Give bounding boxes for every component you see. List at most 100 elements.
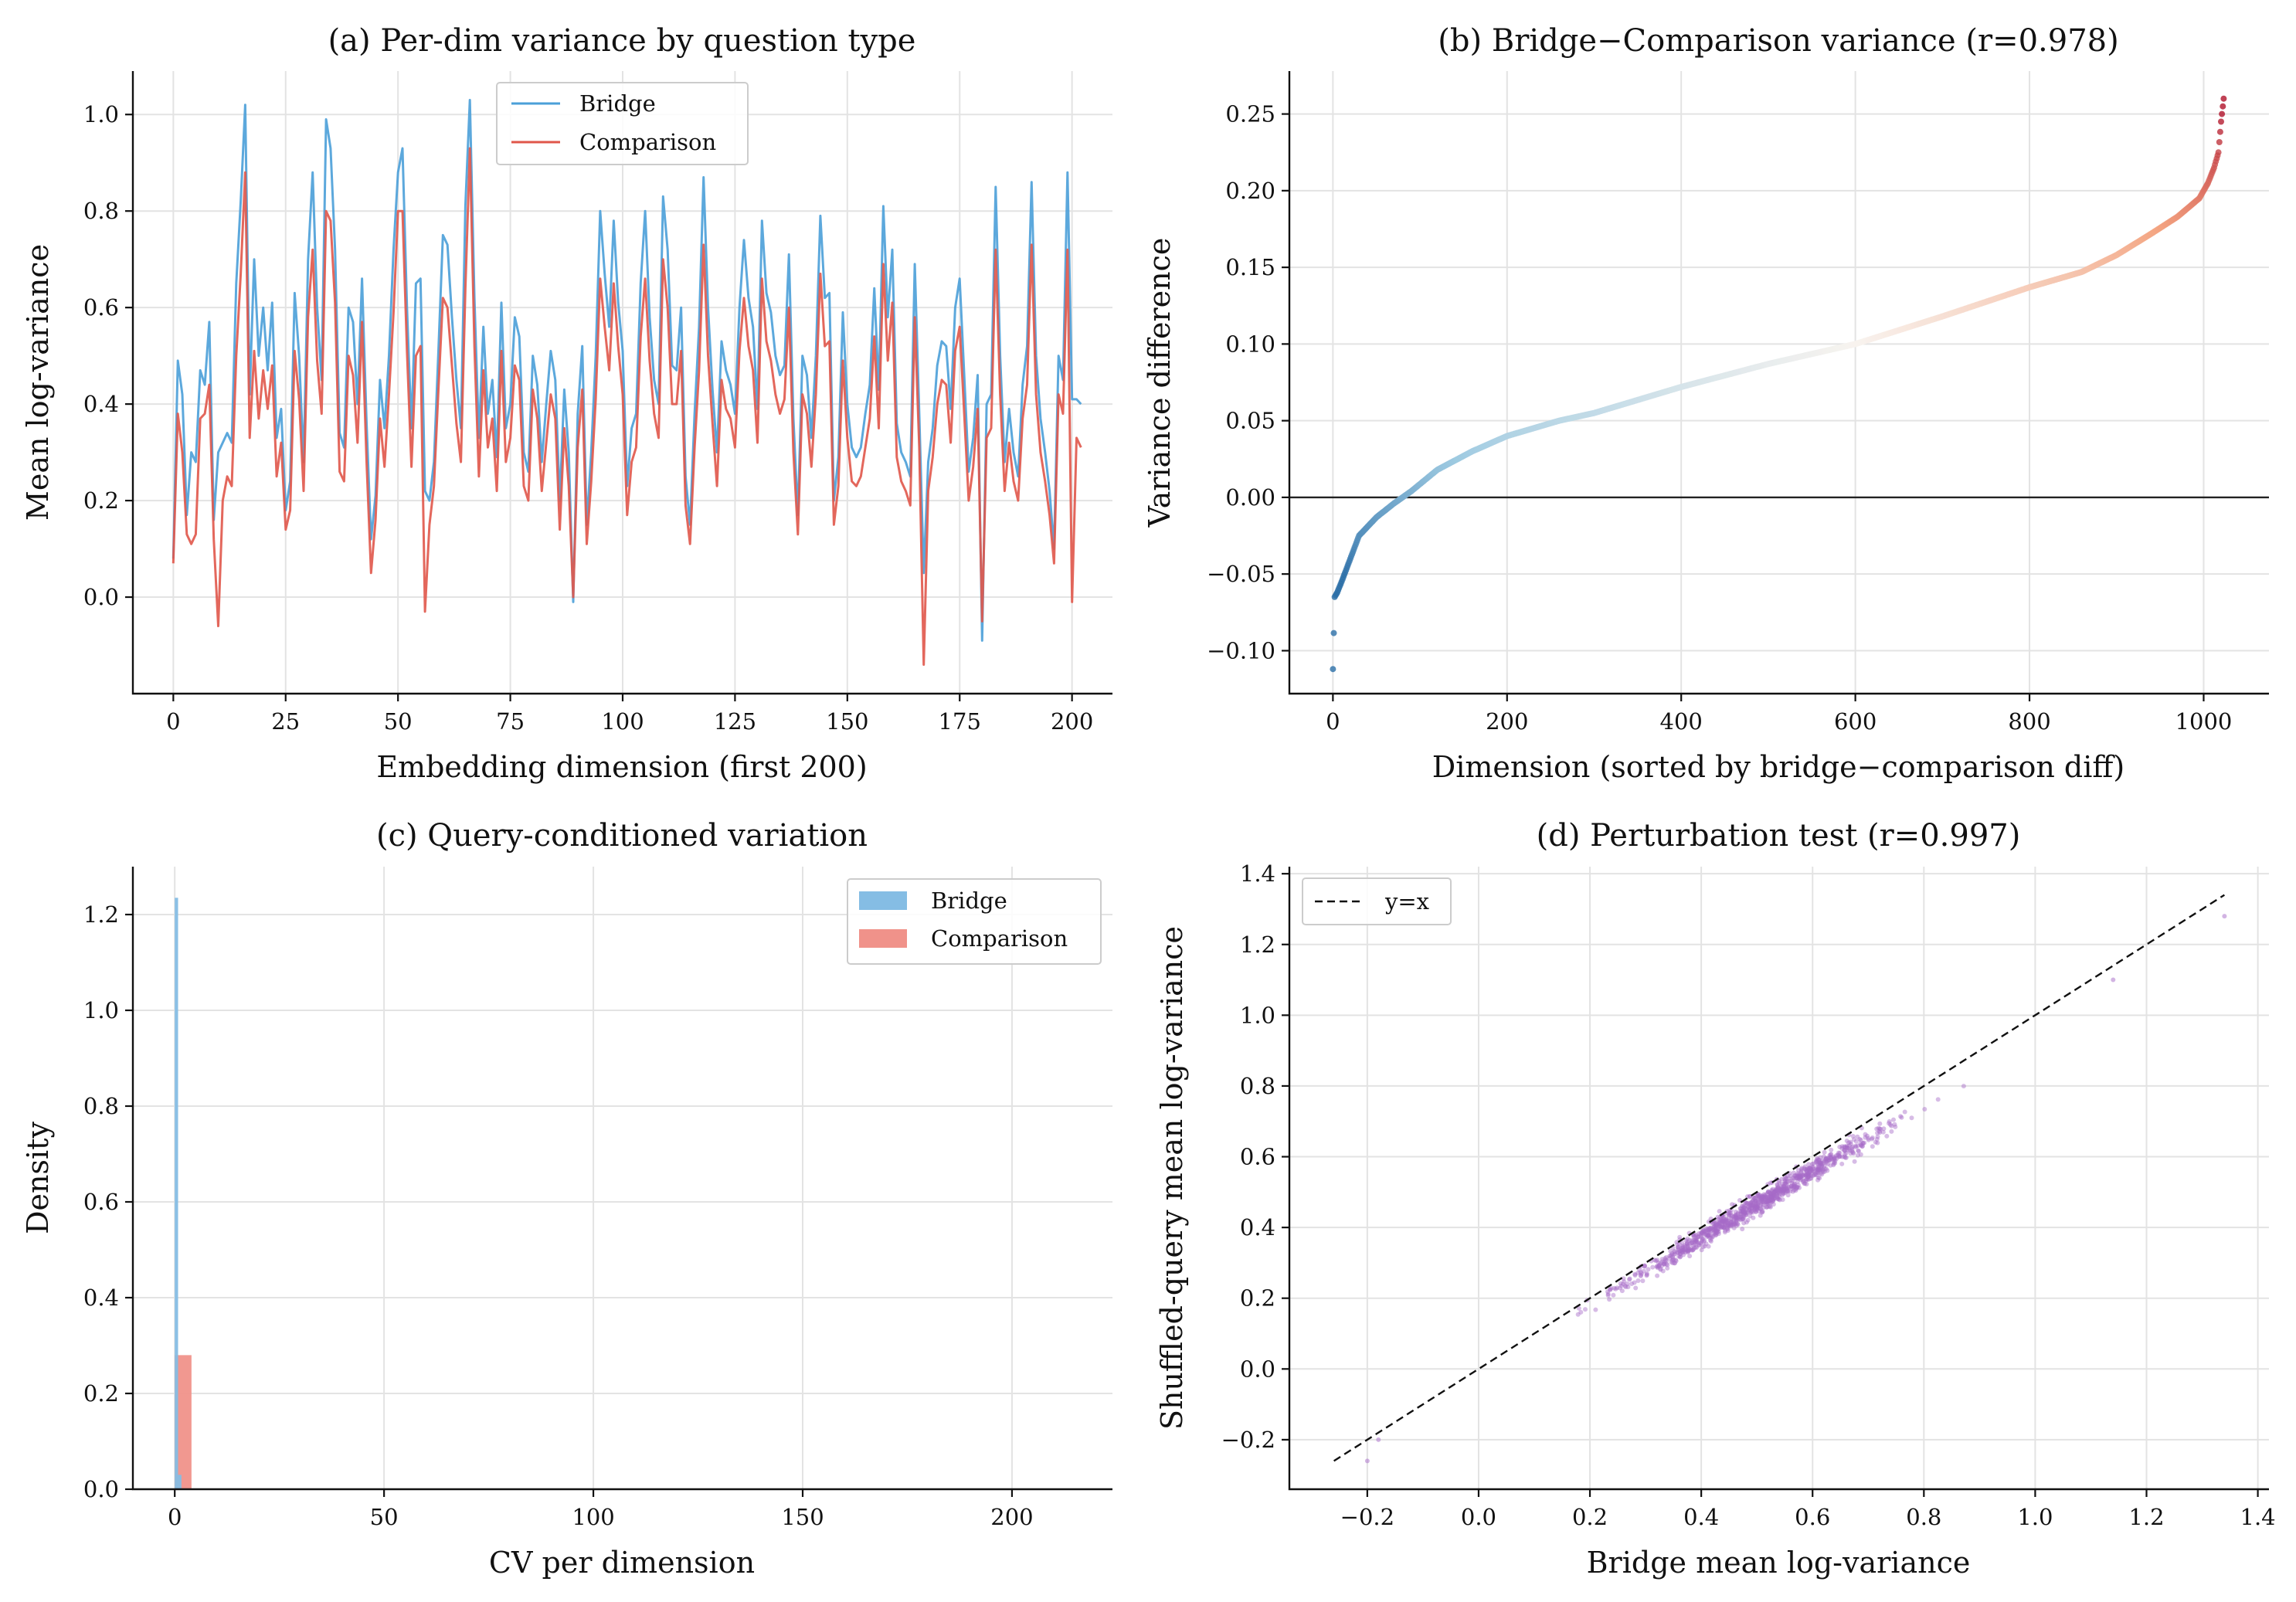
panel-d-point xyxy=(1740,1207,1745,1212)
panel-d-point xyxy=(1721,1217,1727,1222)
panel-c-bar-bridge-0 xyxy=(175,898,178,1489)
panel-d-point xyxy=(1741,1203,1747,1209)
panel-d-point xyxy=(1849,1149,1855,1154)
panel-d-point xyxy=(1887,1118,1892,1124)
panel-d-point xyxy=(1776,1190,1781,1196)
panel-d-point xyxy=(1786,1184,1792,1190)
panel-d-point xyxy=(1700,1236,1706,1241)
panel-d-point xyxy=(1788,1184,1794,1190)
panel-d-point xyxy=(1714,1230,1720,1236)
panel-d-point xyxy=(1795,1176,1801,1181)
panel-d-point xyxy=(1832,1156,1837,1162)
panel-d-point xyxy=(1858,1138,1863,1142)
panel-d-point xyxy=(1667,1254,1673,1259)
panel-d-point xyxy=(1858,1141,1863,1146)
panel-b-point xyxy=(2220,95,2227,102)
panel-d-point xyxy=(1795,1173,1801,1179)
panel-d-point xyxy=(1713,1221,1718,1226)
panel-d-point xyxy=(1806,1171,1811,1176)
panel-d-point xyxy=(1759,1198,1764,1203)
c-ytick-3: 0.6 xyxy=(83,1189,119,1215)
panel-d-point xyxy=(1830,1157,1836,1162)
a-xtick-7: 175 xyxy=(939,708,981,735)
panel-d-point xyxy=(1756,1194,1761,1199)
panel-d-point xyxy=(1775,1190,1781,1196)
panel-d-point xyxy=(1669,1259,1674,1264)
panel-d-point xyxy=(1724,1226,1730,1231)
panel-d-point xyxy=(1764,1204,1769,1210)
panel-d-point xyxy=(1644,1271,1649,1276)
panel-d-point xyxy=(1797,1173,1802,1179)
panel-a-series-comparison-line xyxy=(172,147,1082,666)
panel-d-point xyxy=(1860,1143,1865,1149)
panel-d-point xyxy=(1708,1227,1714,1232)
panel-d-point xyxy=(1690,1240,1695,1245)
panel-d-point xyxy=(1727,1210,1732,1215)
panel-d-point xyxy=(1808,1176,1813,1182)
panel-d-point xyxy=(1794,1173,1799,1179)
panel-d-point xyxy=(1829,1147,1834,1152)
d-xtick-0: −0.2 xyxy=(1340,1504,1394,1530)
panel-d-point xyxy=(1892,1122,1897,1127)
panel-d-point xyxy=(1693,1237,1697,1242)
panel-d-point xyxy=(1750,1210,1755,1215)
panel-d-xlabel: Bridge mean log-variance xyxy=(1587,1546,1971,1580)
panel-d-point xyxy=(1669,1252,1674,1258)
a-xtick-4: 100 xyxy=(601,708,644,735)
panel-d-point xyxy=(1795,1185,1800,1190)
a-ytick-1: 0.2 xyxy=(83,487,119,514)
panel-d-point xyxy=(1752,1195,1758,1200)
panel-d-point xyxy=(1755,1203,1761,1209)
panel-d-point xyxy=(1785,1193,1791,1198)
panel-d-point xyxy=(1734,1213,1739,1218)
panel-d-point xyxy=(1813,1171,1819,1176)
panel-d-point xyxy=(1819,1172,1825,1177)
panel-d-point xyxy=(1677,1249,1683,1254)
panel-d-point xyxy=(1729,1222,1734,1227)
panel-d-point xyxy=(1605,1289,1610,1295)
panel-d-point xyxy=(1720,1218,1726,1224)
panel-d-point xyxy=(1623,1285,1629,1290)
panel-d-point xyxy=(1762,1192,1768,1197)
panel-d-point xyxy=(1676,1247,1681,1252)
panel-d-point xyxy=(1743,1200,1748,1205)
panel-d-point xyxy=(1741,1211,1747,1217)
panel-d-point xyxy=(1701,1229,1707,1234)
panel-d-point xyxy=(1768,1193,1773,1199)
panel-d-point xyxy=(1855,1152,1860,1158)
panel-d-point xyxy=(1779,1188,1785,1193)
panel-d-point xyxy=(1755,1199,1761,1204)
panel-d-point xyxy=(1711,1230,1717,1235)
panel-d-point xyxy=(1716,1229,1721,1234)
panel-d-point xyxy=(1753,1195,1758,1200)
panel-d-point xyxy=(1741,1217,1746,1222)
panel-d-point xyxy=(1756,1209,1761,1214)
panel-d-point xyxy=(1713,1223,1718,1228)
panel-d-point xyxy=(1621,1276,1626,1281)
panel-d-point xyxy=(1734,1217,1739,1223)
panel-d-point xyxy=(1741,1205,1747,1210)
panel-d-point xyxy=(1638,1274,1643,1278)
panel-d-point xyxy=(1875,1134,1880,1139)
c-ytick-1: 0.2 xyxy=(83,1380,119,1407)
panel-d-point xyxy=(1752,1207,1758,1213)
panel-d-point xyxy=(1677,1254,1683,1260)
panel-d-point xyxy=(1785,1186,1790,1192)
panel-d-point xyxy=(1719,1218,1724,1224)
panel-d-point xyxy=(1814,1173,1819,1178)
panel-d-point xyxy=(1706,1227,1711,1233)
panel-d-point xyxy=(1692,1233,1697,1238)
panel-d-point xyxy=(1806,1167,1812,1173)
panel-d-point xyxy=(1747,1203,1753,1208)
panel-d-point xyxy=(1608,1285,1614,1291)
panel-d-point xyxy=(1734,1219,1739,1224)
panel-d-point xyxy=(1618,1281,1623,1286)
panel-d-point xyxy=(1668,1248,1673,1254)
panel-d-point xyxy=(1724,1217,1730,1222)
panel-d-point xyxy=(1831,1162,1836,1168)
panel-d-point xyxy=(1815,1157,1820,1162)
panel-d-point xyxy=(1814,1158,1819,1163)
panel-d-point xyxy=(1819,1166,1824,1171)
panel-c-legend-bridge: Bridge xyxy=(931,888,1007,914)
panel-d-point xyxy=(1761,1203,1766,1207)
